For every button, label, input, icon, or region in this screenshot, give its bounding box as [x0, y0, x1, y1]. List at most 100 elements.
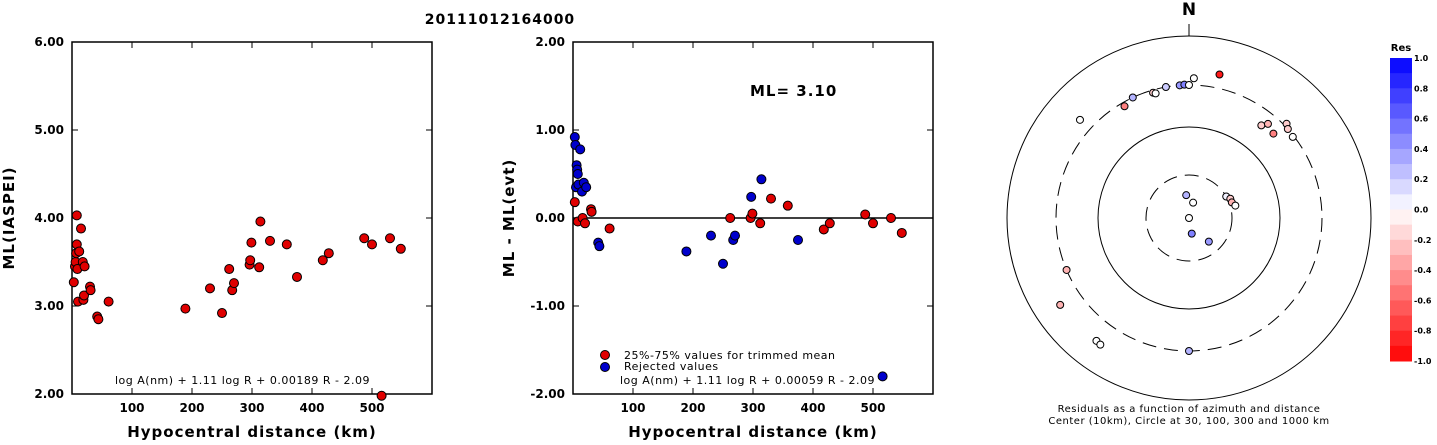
event-title: 20111012164000	[425, 12, 575, 28]
y-tick-label: 6.00	[34, 35, 64, 49]
colorbar-tick-label: 0.2	[1414, 175, 1428, 184]
data-point	[359, 233, 370, 244]
station-point	[1096, 340, 1105, 349]
data-point	[572, 169, 583, 179]
station-point	[1288, 132, 1297, 141]
colorbar-tick-label: 0.6	[1414, 115, 1429, 124]
x-axis-label: Hypocentral distance (km)	[628, 423, 878, 441]
data-point	[367, 239, 377, 250]
colorbar-step	[1390, 148, 1412, 165]
colorbar-step	[1390, 330, 1412, 347]
data-point	[886, 213, 896, 223]
data-point	[755, 218, 766, 229]
colorbar-step	[1390, 300, 1412, 317]
legend-label-rejected: Rejected values	[624, 360, 719, 373]
colorbar-tick-label: 0.0	[1414, 206, 1429, 215]
ml-value: ML= 3.10	[750, 82, 837, 100]
north-label: N	[1182, 0, 1196, 20]
y-tick-label: -2.00	[530, 387, 565, 401]
colorbar-tick-label: -0.8	[1414, 327, 1432, 336]
legend-marker-rejected	[600, 362, 610, 372]
x-tick-label: 200	[680, 401, 705, 415]
x-tick-label: 200	[179, 401, 204, 415]
caption-line-1: Residuals as a function of azimuth and d…	[1058, 404, 1321, 415]
x-tick-label: 100	[119, 401, 144, 415]
data-point	[74, 246, 85, 257]
data-point	[255, 216, 266, 227]
x-tick-label: 300	[239, 401, 264, 415]
data-point	[718, 258, 728, 269]
x-tick-label: 300	[740, 401, 765, 415]
colorbar-step	[1390, 179, 1412, 195]
data-point	[868, 218, 878, 229]
data-point	[246, 237, 257, 248]
colorbar-step	[1390, 285, 1412, 301]
legend-label-trimmed: 25%-75% values for trimmed mean	[624, 349, 836, 362]
x-tick-label: 400	[800, 401, 825, 415]
y-tick-label: 2.00	[34, 387, 64, 401]
y-tick-label: 0.00	[535, 211, 565, 225]
data-point	[224, 264, 235, 275]
colorbar-tick-label: -0.6	[1414, 296, 1432, 305]
data-point	[681, 246, 692, 257]
data-point	[594, 241, 605, 252]
data-point	[818, 224, 829, 235]
data-point	[730, 230, 740, 241]
station-point	[1185, 347, 1193, 355]
data-point	[323, 248, 334, 259]
formula-label: log A(nm) + 1.11 log R + 0.00059 R - 2.0…	[620, 374, 875, 387]
colorbar-tick-label: -0.4	[1414, 266, 1432, 275]
data-point	[575, 144, 586, 155]
ml-vs-distance-plot: ML(IASPEI) Hypocentral distance (km) log…	[0, 35, 433, 441]
axis-ticks: 100 200 300 400 500 2.00 3.00 4.00 5.00 6.00	[34, 35, 432, 415]
colorbar-step	[1390, 164, 1412, 180]
data-point	[265, 235, 275, 246]
data-point	[205, 283, 215, 294]
station-point	[1185, 214, 1193, 222]
data-point	[68, 277, 79, 288]
data-point	[71, 210, 82, 221]
colorbar-step	[1390, 254, 1412, 271]
station-point	[1257, 121, 1266, 130]
station-point	[1263, 119, 1272, 128]
data-point	[180, 303, 191, 314]
data-point	[245, 255, 256, 266]
data-point	[586, 206, 597, 217]
data-point	[281, 239, 292, 250]
station-point	[1231, 201, 1240, 210]
station-point	[1185, 81, 1193, 89]
azimuth-distance-plot: N Residuals as a function of azimuth and…	[1006, 0, 1372, 427]
data-point	[877, 371, 888, 382]
data-point	[85, 285, 96, 296]
colorbar-tick-label: 0.8	[1414, 84, 1429, 93]
station-point	[1128, 93, 1137, 102]
data-point	[824, 218, 835, 229]
colorbar-step	[1390, 88, 1412, 104]
colorbar-step	[1390, 118, 1412, 135]
circle-100km	[1097, 126, 1281, 310]
station-point	[1161, 83, 1170, 92]
y-tick-label: 2.00	[535, 35, 565, 49]
circle-30km	[1145, 174, 1233, 262]
data-point	[76, 223, 86, 234]
data-point	[746, 191, 757, 202]
station-point	[1189, 74, 1198, 83]
y-tick-label: 5.00	[34, 123, 64, 137]
colorbar-title: Res	[1391, 43, 1411, 54]
y-tick-label: 3.00	[34, 299, 64, 313]
data-point	[706, 230, 716, 241]
colorbar-tick-label: 0.4	[1414, 145, 1429, 154]
data-point	[376, 390, 387, 401]
station-point	[1189, 198, 1198, 207]
formula-label: log A(nm) + 1.11 log R + 0.00189 R - 2.0…	[115, 374, 370, 387]
data-point	[254, 262, 265, 273]
y-tick-label: -1.00	[530, 299, 565, 313]
colorbar-step	[1390, 194, 1412, 210]
colorbar-step	[1390, 73, 1412, 89]
data-point	[756, 174, 767, 185]
x-axis-label: Hypocentral distance (km)	[127, 423, 377, 441]
data-point	[103, 296, 114, 307]
station-point	[1056, 300, 1065, 309]
y-axis-label: ML - ML(evt)	[500, 159, 518, 277]
